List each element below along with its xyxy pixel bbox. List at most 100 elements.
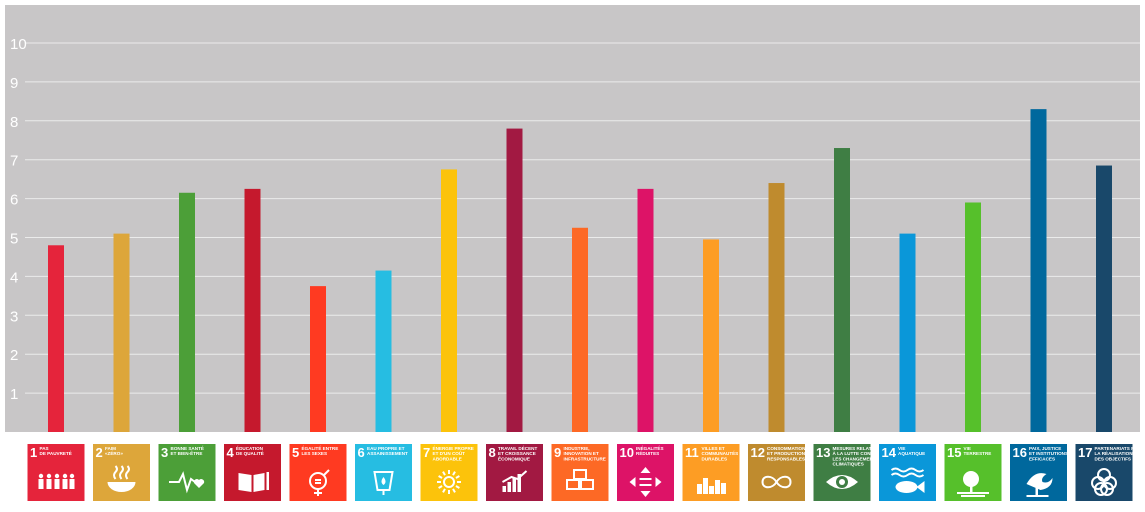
sdg-label-line: ET CROISSANCE bbox=[498, 451, 536, 456]
sdg-number: 12 bbox=[751, 445, 765, 460]
sdg-label-line: EAU PROPRE ET bbox=[367, 446, 405, 451]
sdg-label-line: ASSAINISSEMENT bbox=[367, 451, 408, 456]
growth-chart-icon bbox=[502, 470, 528, 492]
sdg-number: 5 bbox=[292, 445, 299, 460]
bowl-icon bbox=[107, 465, 136, 492]
sdg-number: 7 bbox=[423, 445, 430, 460]
water-drop-icon bbox=[373, 471, 394, 495]
sdg-tile-2: 2 FAIM«ZÉRO» bbox=[93, 444, 150, 501]
bar-sdg-4 bbox=[244, 188, 261, 432]
bar-sdg-6 bbox=[375, 270, 392, 432]
y-tick-label: 8 bbox=[10, 114, 18, 131]
bar-sdg-9 bbox=[572, 227, 588, 432]
sdg-number: 6 bbox=[358, 445, 365, 460]
bar-sdg-8 bbox=[506, 128, 523, 432]
sdg-number: 11 bbox=[685, 445, 699, 460]
sdg-label-line: FAIM bbox=[105, 446, 116, 451]
dove-icon bbox=[1026, 473, 1053, 497]
book-icon bbox=[238, 472, 269, 492]
y-tick-label: 6 bbox=[10, 192, 18, 209]
gender-icon bbox=[309, 469, 330, 496]
sdg-number: 17 bbox=[1078, 445, 1092, 460]
sdg-number: 4 bbox=[227, 445, 235, 460]
y-tick-label: 5 bbox=[10, 231, 18, 248]
sdg-label-line: EFFICACES bbox=[1029, 456, 1055, 461]
y-tick-label: 10 bbox=[10, 36, 27, 53]
eye-globe-icon bbox=[826, 475, 858, 489]
sdg-tile-background bbox=[27, 444, 85, 501]
sdg-number: 16 bbox=[1013, 445, 1027, 460]
bar-sdg-2 bbox=[113, 233, 130, 432]
sdg-tile-background bbox=[813, 444, 871, 501]
sdg-number: 3 bbox=[161, 445, 168, 460]
bar-sdg-11 bbox=[703, 239, 719, 432]
sdg-label-line: BONNE SANTÉ bbox=[171, 444, 204, 451]
sdg-number: 8 bbox=[489, 445, 496, 460]
family-icon bbox=[38, 473, 75, 489]
sdg-label-line: INNOVATION ET bbox=[564, 451, 599, 456]
infinity-icon bbox=[761, 475, 792, 489]
sdg-label-line: ET D'UN COÛT bbox=[433, 450, 466, 456]
sdg-tile-background bbox=[1010, 444, 1067, 501]
sdg-label-line: TERRESTRE bbox=[964, 451, 992, 456]
y-tick-label: 2 bbox=[10, 347, 18, 364]
sdg-label-line: DURABLES bbox=[702, 456, 728, 461]
bar-sdg-12 bbox=[768, 183, 785, 432]
bar-sdg-17 bbox=[1096, 165, 1112, 432]
sdg-label-line: ÉGALITÉ ENTRE bbox=[302, 444, 339, 451]
rings-icon bbox=[1091, 468, 1117, 496]
sdg-label-line: ET INSTITUTIONS bbox=[1029, 451, 1068, 456]
sdg-label-line: LES CHANGEMENTS bbox=[833, 456, 879, 461]
bar-sdg-16 bbox=[1030, 109, 1047, 432]
tree-icon bbox=[957, 471, 989, 497]
sdg-label-line: «ZÉRO» bbox=[105, 449, 123, 456]
sdg-label-line: ABORDABLE bbox=[433, 456, 462, 461]
sdg-label-line: DE QUALITÉ bbox=[236, 449, 264, 456]
sdg-label-line: LES SEXES bbox=[302, 451, 328, 456]
sdg-label-line: DE PAUVRETÉ bbox=[40, 449, 72, 456]
sdg-label-line: CLIMATIQUES bbox=[833, 462, 864, 467]
city-icon bbox=[697, 478, 726, 494]
y-tick-label: 4 bbox=[10, 269, 18, 286]
bar-sdg-1 bbox=[48, 245, 64, 432]
cubes-icon bbox=[566, 469, 594, 490]
sdg-label-line: INDUSTRIE, bbox=[564, 446, 590, 451]
sdg-number: 14 bbox=[882, 445, 897, 460]
y-tick-label: 1 bbox=[10, 386, 18, 403]
sdg-label-line: INÉGALITÉS bbox=[636, 444, 664, 451]
sdg-label-line: RÉDUITES bbox=[636, 449, 659, 456]
sdg-label-line: PAS bbox=[40, 446, 49, 451]
sdg-label-line: TRAVAIL DÉCENT bbox=[498, 444, 537, 451]
bar-sdg-5 bbox=[310, 286, 326, 432]
fish-icon bbox=[890, 467, 925, 493]
sdg-number: 15 bbox=[947, 445, 961, 460]
equality-arrows-icon bbox=[629, 467, 662, 497]
sdg-label-line: ET BIEN-ÊTRE bbox=[171, 449, 203, 456]
bar-sdg-13 bbox=[834, 148, 850, 432]
sdg-label-line: VILLES ET bbox=[702, 446, 725, 451]
sdg-number: 10 bbox=[620, 445, 634, 460]
bar-sdg-3 bbox=[179, 192, 195, 432]
sdg-number: 13 bbox=[816, 445, 830, 460]
sdg-label-line: PARTENARIATS POUR bbox=[1095, 446, 1145, 451]
sun-icon bbox=[437, 470, 461, 494]
sdg-label-line: ÉDUCATION bbox=[236, 444, 264, 451]
sdg-tile-background bbox=[224, 444, 281, 501]
sdg-label-line: DES OBJECTIFS bbox=[1095, 456, 1132, 461]
sdg-label-line: ÉCONOMIQUE bbox=[498, 454, 530, 461]
sdg-label-line: ÉNERGIE PROPRE bbox=[433, 444, 474, 451]
sdg-label-line: LA RÉALISATION bbox=[1095, 449, 1134, 456]
sdg-label-line: PAIX, JUSTICE bbox=[1029, 446, 1061, 451]
sdg-label-line: VIE bbox=[898, 446, 905, 451]
sdg-number: 2 bbox=[96, 445, 103, 460]
